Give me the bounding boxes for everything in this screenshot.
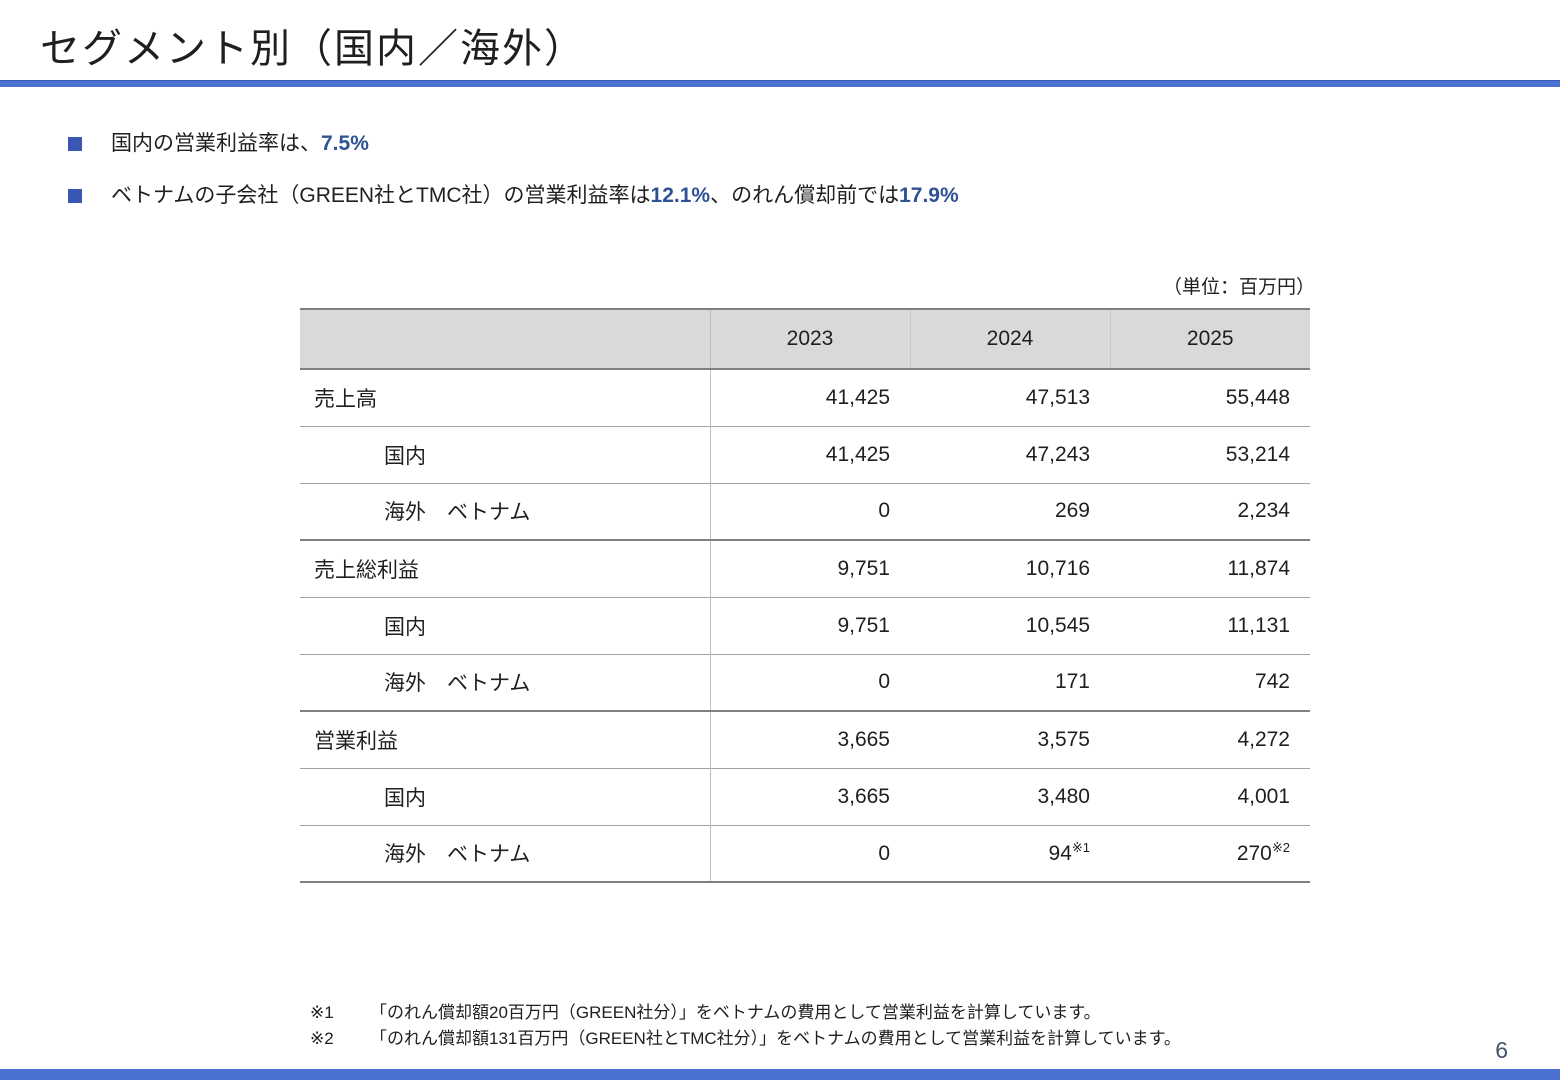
row-label: 海外 ベトナム: [300, 824, 711, 883]
footnote-ref: ※1: [1071, 839, 1090, 855]
bullet-em-value: 17.9%: [899, 184, 959, 207]
bullet-text-prefix: 国内の営業利益率は、: [111, 132, 321, 155]
row-label: 売上高: [300, 369, 711, 426]
cell-value: 55,448: [1110, 369, 1310, 426]
title-accent-rule: [0, 80, 1560, 87]
bullet-square-icon: [68, 189, 82, 203]
cell-value: 11,131: [1110, 596, 1310, 654]
bottom-accent-bar: [0, 1069, 1560, 1080]
table-corner-cell: [300, 308, 711, 370]
table-row: 海外 ベトナム 0 94※1 270※2: [300, 824, 1310, 883]
table-row: 国内 41,425 47,243 53,214: [300, 425, 1310, 483]
cell-value: 94※1: [910, 824, 1110, 883]
page-title: セグメント別（国内／海外）: [40, 27, 586, 71]
cell-value: 41,425: [710, 425, 910, 483]
bullet-text: 国内の営業利益率は、7.5%: [111, 132, 369, 156]
bullet-em-value: 12.1%: [650, 184, 711, 207]
page-number: 6: [1495, 1037, 1508, 1063]
table-header: 2023 2024 2025: [300, 308, 1310, 370]
bullet-em-value: 7.5%: [321, 132, 369, 155]
cell-value: 4,001: [1110, 767, 1310, 825]
table-row: 国内 3,665 3,480 4,001: [300, 767, 1310, 825]
cell-value: 10,545: [910, 596, 1110, 654]
cell-value: 742: [1110, 653, 1310, 711]
cell-value: 0: [710, 824, 910, 883]
row-label: 国内: [300, 596, 711, 654]
footnote-ref: ※2: [1271, 839, 1290, 855]
cell-value: 47,243: [910, 425, 1110, 483]
cell-value: 270※2: [1110, 824, 1310, 883]
bullet-item: ベトナムの子会社（GREEN社とTMC社）の営業利益率は12.1%、のれん償却前…: [68, 184, 1468, 208]
footnote-item: ※1 「のれん償却額20百万円（GREEN社分）」をベトナムの費用として営業利益…: [310, 1000, 1181, 1026]
bullet-list: 国内の営業利益率は、7.5% ベトナムの子会社（GREEN社とTMC社）の営業利…: [68, 132, 1468, 236]
table-row: 売上総利益 9,751 10,716 11,874: [300, 539, 1310, 597]
footnote-marker: ※1: [310, 1003, 334, 1022]
column-header-2023: 2023: [710, 308, 910, 370]
cell-value: 4,272: [1110, 710, 1310, 768]
cell-value: 269: [910, 482, 1110, 540]
footnote-item: ※2 「のれん償却額131百万円（GREEN社とTMC社分）」をベトナムの費用と…: [310, 1026, 1181, 1052]
table-row: 営業利益 3,665 3,575 4,272: [300, 710, 1310, 768]
cell-value: 9,751: [710, 596, 910, 654]
row-label: 売上総利益: [300, 539, 711, 597]
bullet-text-prefix: ベトナムの子会社（GREEN社とTMC社）の営業利益率は: [111, 184, 651, 207]
cell-value: 3,665: [710, 710, 910, 768]
cell-value: 0: [710, 653, 910, 711]
column-header-2025: 2025: [1109, 308, 1310, 370]
footnote-text: 「のれん償却額20百万円（GREEN社分）」をベトナムの費用として営業利益を計算…: [370, 1003, 1101, 1022]
table-header-row: 2023 2024 2025: [300, 308, 1310, 370]
table-row: 海外 ベトナム 0 269 2,234: [300, 482, 1310, 540]
cell-value: 47,513: [910, 369, 1110, 426]
row-label: 国内: [300, 425, 711, 483]
cell-value: 3,575: [910, 710, 1110, 768]
cell-value: 10,716: [910, 539, 1110, 597]
cell-value: 9,751: [710, 539, 910, 597]
cell-value: 53,214: [1110, 425, 1310, 483]
table-row: 国内 9,751 10,545 11,131: [300, 596, 1310, 654]
segment-table: 2023 2024 2025 売上高 41,425 47,513 55,448 …: [300, 308, 1310, 883]
row-label: 海外 ベトナム: [300, 482, 711, 540]
footnotes: ※1 「のれん償却額20百万円（GREEN社分）」をベトナムの費用として営業利益…: [310, 1000, 1181, 1052]
cell-value: 3,480: [910, 767, 1110, 825]
row-label: 国内: [300, 767, 711, 825]
footnote-text: 「のれん償却額131百万円（GREEN社とTMC社分）」をベトナムの費用として営…: [370, 1029, 1181, 1048]
bullet-text: ベトナムの子会社（GREEN社とTMC社）の営業利益率は12.1%、のれん償却前…: [111, 184, 959, 208]
segment-table-container: 2023 2024 2025 売上高 41,425 47,513 55,448 …: [300, 308, 1310, 883]
table-unit-label: （単位：百万円）: [1162, 277, 1315, 298]
bullet-item: 国内の営業利益率は、7.5%: [68, 132, 1468, 156]
table-row: 売上高 41,425 47,513 55,448: [300, 369, 1310, 426]
cell-value: 3,665: [710, 767, 910, 825]
cell-value: 41,425: [710, 369, 910, 426]
footnote-marker: ※2: [310, 1029, 334, 1048]
table-row: 海外 ベトナム 0 171 742: [300, 653, 1310, 711]
cell-value: 2,234: [1110, 482, 1310, 540]
column-header-2024: 2024: [909, 308, 1110, 370]
row-label: 営業利益: [300, 710, 711, 768]
row-label: 海外 ベトナム: [300, 653, 711, 711]
table-body: 売上高 41,425 47,513 55,448 国内 41,425 47,24…: [300, 369, 1310, 883]
bullet-text-mid: 、のれん償却前では: [710, 184, 900, 207]
bullet-square-icon: [68, 137, 82, 151]
cell-value: 0: [710, 482, 910, 540]
cell-value: 11,874: [1110, 539, 1310, 597]
cell-value: 171: [910, 653, 1110, 711]
